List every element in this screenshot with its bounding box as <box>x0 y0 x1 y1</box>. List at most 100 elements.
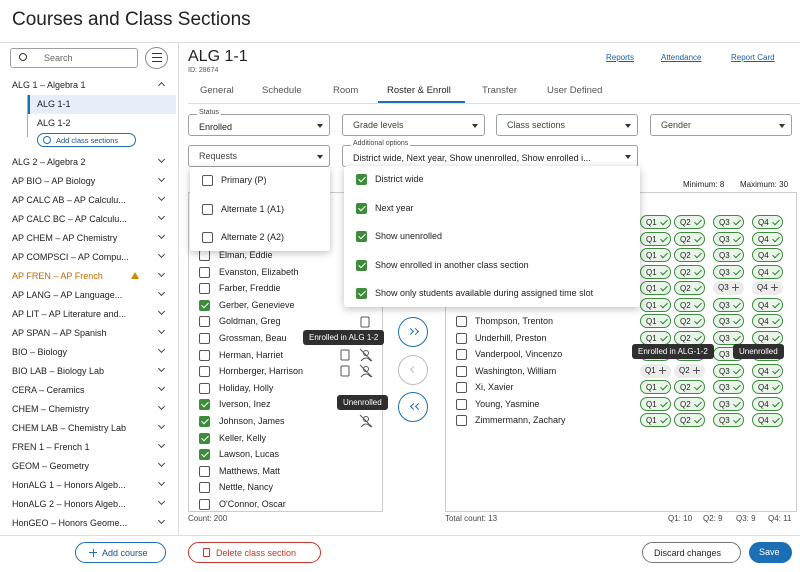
tab[interactable]: User Defined <box>547 85 603 96</box>
checkbox[interactable] <box>456 398 467 410</box>
quarter-chip[interactable]: Q1 <box>640 363 671 378</box>
quarter-chip[interactable]: Q4 <box>752 396 783 411</box>
quarter-chip[interactable]: Q3 <box>713 314 744 328</box>
select[interactable]: Class sections <box>496 114 638 136</box>
quarter-chip[interactable]: Q1 <box>640 264 671 279</box>
checkbox[interactable] <box>199 416 210 427</box>
checkbox[interactable] <box>202 203 213 215</box>
course-item[interactable]: HonALG 1 – Honors Algeb... <box>12 480 126 490</box>
quarter-chip[interactable]: Q4 <box>752 248 783 262</box>
course-item[interactable]: CHEM – Chemistry <box>12 404 90 414</box>
tab[interactable]: Transfer <box>482 85 518 96</box>
header-link[interactable]: Reports <box>606 53 635 62</box>
checkbox[interactable] <box>202 175 213 186</box>
course-item[interactable]: BIO LAB – Biology Lab <box>12 366 105 376</box>
checkbox[interactable] <box>356 288 367 299</box>
quarter-chip[interactable]: Q2 <box>674 363 705 378</box>
quarter-chip[interactable]: Q1 <box>640 297 671 312</box>
checkbox[interactable] <box>199 266 210 278</box>
quarter-chip[interactable]: Q2 <box>674 396 705 411</box>
quarter-chip[interactable]: Q2 <box>674 231 705 246</box>
course-item[interactable]: AP CHEM – AP Chemistry <box>12 233 118 243</box>
course-item[interactable]: ALG 2 – Algebra 2 <box>12 157 86 167</box>
quarter-chip[interactable]: Q4 <box>752 314 783 328</box>
tab[interactable]: Room <box>333 85 359 96</box>
course-item[interactable]: AP LIT – AP Literature and... <box>12 309 127 319</box>
checkbox[interactable] <box>199 432 210 444</box>
quarter-chip[interactable]: Q4 <box>752 264 783 279</box>
quarter-chip[interactable]: Q4 <box>752 297 783 312</box>
filter-button[interactable] <box>145 47 168 69</box>
course-item[interactable]: AP COMPSCI – AP Compu... <box>12 252 129 262</box>
quarter-chip[interactable]: Q1 <box>640 396 671 411</box>
select[interactable]: Requests <box>188 145 330 167</box>
option-label[interactable]: District wide <box>375 174 424 184</box>
tab[interactable]: General <box>200 85 234 96</box>
save-button[interactable]: Save <box>749 542 792 563</box>
quarter-chip[interactable]: Q4 <box>752 231 783 246</box>
checkbox[interactable] <box>199 399 210 411</box>
course-item[interactable]: AP CALC AB – AP Calculu... <box>12 195 126 205</box>
course-item[interactable]: AP SPAN – AP Spanish <box>12 328 107 338</box>
checkbox[interactable] <box>356 174 367 185</box>
quarter-chip[interactable]: Q2 <box>674 380 705 394</box>
course-item[interactable]: AP FREN – AP French <box>12 271 103 281</box>
tab[interactable]: Roster & Enroll <box>387 85 451 96</box>
quarter-chip[interactable]: Q1 <box>640 248 671 262</box>
quarter-chip[interactable]: Q3 <box>713 330 744 345</box>
search-box[interactable]: Search <box>10 48 138 68</box>
checkbox[interactable] <box>199 449 210 461</box>
quarter-chip[interactable]: Q4 <box>752 380 783 394</box>
quarter-chip[interactable]: Q3 <box>713 248 744 262</box>
quarter-chip[interactable]: Q2 <box>674 264 705 279</box>
delete-button[interactable]: Delete class section <box>188 542 321 563</box>
checkbox[interactable] <box>456 349 467 360</box>
course-item[interactable]: CERA – Ceramics <box>12 385 85 395</box>
checkbox[interactable] <box>456 332 467 344</box>
checkbox[interactable] <box>199 299 210 311</box>
course-item[interactable]: BIO – Biology <box>12 347 68 357</box>
quarter-chip[interactable]: Q2 <box>674 248 705 262</box>
checkbox[interactable] <box>199 499 210 510</box>
quarter-chip[interactable]: Q4 <box>752 413 783 427</box>
quarter-chip[interactable]: Q1 <box>640 231 671 246</box>
checkbox[interactable] <box>199 482 210 494</box>
quarter-chip[interactable]: Q3 <box>713 363 744 378</box>
quarter-chip[interactable]: Q3 <box>713 380 744 394</box>
tab[interactable]: Schedule <box>262 85 302 96</box>
course-item[interactable]: ALG 1 – Algebra 1 <box>12 80 86 90</box>
checkbox[interactable] <box>456 382 467 393</box>
checkbox[interactable] <box>356 231 367 242</box>
quarter-chip[interactable]: Q1 <box>640 380 671 394</box>
checkbox[interactable] <box>456 316 467 327</box>
quarter-chip[interactable]: Q3 <box>713 297 744 312</box>
checkbox[interactable] <box>202 232 213 243</box>
course-item[interactable]: FREN 1 – French 1 <box>12 442 90 452</box>
quarter-chip[interactable]: Q2 <box>674 413 705 427</box>
quarter-chip[interactable]: Q3 <box>713 264 744 279</box>
option-label[interactable]: Alternate 1 (A1) <box>221 203 285 214</box>
checkbox[interactable] <box>199 283 210 295</box>
quarter-chip[interactable]: Q3 <box>713 215 744 229</box>
option-label[interactable]: Primary (P) <box>221 175 267 185</box>
course-item[interactable]: AP CALC BC – AP Calculu... <box>12 214 127 224</box>
option-label[interactable]: Show enrolled in another class section <box>375 259 529 270</box>
discard-button[interactable]: Discard changes <box>642 542 741 563</box>
course-item[interactable]: CHEM LAB – Chemistry Lab <box>12 423 127 433</box>
transfer-button[interactable] <box>398 392 428 422</box>
quarter-chip[interactable]: Q2 <box>674 215 705 229</box>
checkbox[interactable] <box>456 415 467 426</box>
checkbox[interactable] <box>356 202 367 214</box>
checkbox[interactable] <box>199 465 210 477</box>
checkbox[interactable] <box>356 259 367 271</box>
section-item[interactable]: ALG 1-2 <box>37 118 71 128</box>
checkbox[interactable] <box>199 382 210 394</box>
select[interactable]: Status Enrolled <box>188 109 330 136</box>
option-label[interactable]: Show only students available during assi… <box>375 288 594 298</box>
option-label[interactable]: Show unenrolled <box>375 231 443 241</box>
quarter-chip[interactable]: Q2 <box>674 314 705 328</box>
checkbox[interactable] <box>199 316 210 328</box>
add-sections-button[interactable]: Add class sections <box>37 133 136 147</box>
quarter-chip[interactable]: Q1 <box>640 413 671 427</box>
header-link[interactable]: Report Card <box>731 53 775 62</box>
